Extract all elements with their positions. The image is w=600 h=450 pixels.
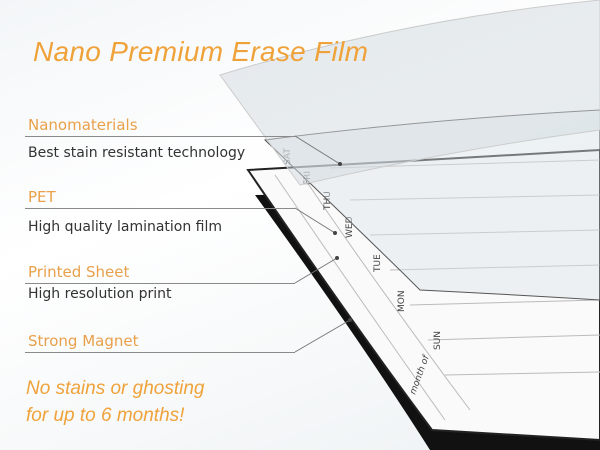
day-label: WED xyxy=(345,216,355,238)
tagline-line: No stains or ghosting xyxy=(26,378,205,399)
printed-sheet-layer xyxy=(246,148,600,442)
divider xyxy=(25,352,295,353)
layer-desc-printed-sheet: High resolution print xyxy=(28,286,172,302)
day-label: MON xyxy=(397,290,407,312)
divider xyxy=(25,208,295,209)
leader-line-pet xyxy=(294,207,336,234)
nano-film-layer xyxy=(219,0,600,186)
divider xyxy=(25,136,295,137)
leader-line-nanomaterials xyxy=(294,135,341,165)
layer-desc-nanomaterials: Best stain resistant technology xyxy=(28,145,246,161)
day-label: SUN xyxy=(433,331,443,350)
tagline: No stains or ghosting for up to 6 months… xyxy=(26,375,205,429)
layer-desc-pet: High quality lamination film xyxy=(28,219,223,235)
layer-label-nanomaterials: Nanomaterials xyxy=(28,116,138,134)
divider xyxy=(25,283,295,284)
leader-line-magnet xyxy=(294,319,351,353)
day-label: TUE xyxy=(373,254,383,273)
page-title: Nano Premium Erase Film xyxy=(33,36,369,67)
leader-line-printed-sheet xyxy=(294,257,338,284)
layer-label-pet: PET xyxy=(28,188,56,206)
tagline-line: for up to 6 months! xyxy=(26,405,185,426)
layer-label-printed-sheet: Printed Sheet xyxy=(28,263,130,281)
calendar-grid xyxy=(274,159,600,421)
layer-label-strong-magnet: Strong Magnet xyxy=(28,332,139,350)
